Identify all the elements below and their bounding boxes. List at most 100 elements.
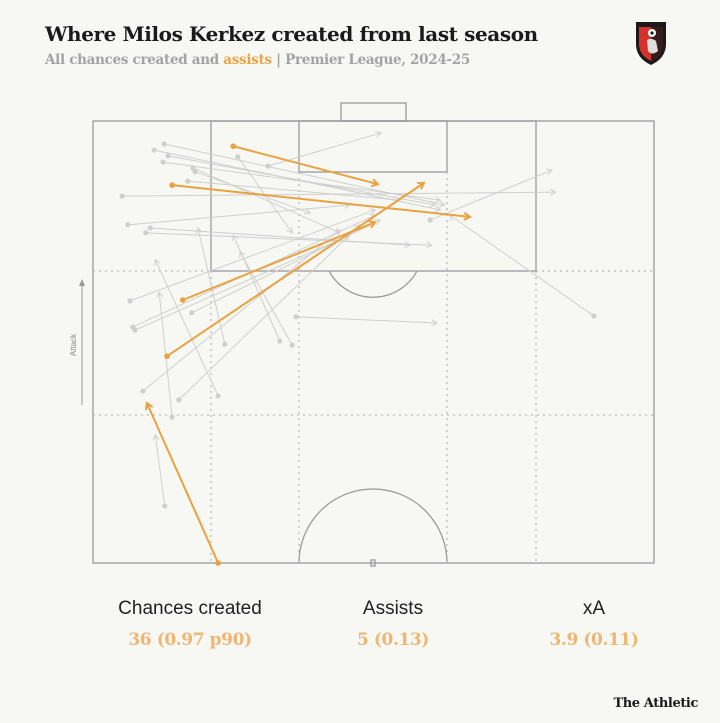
chance-arrow-line <box>197 227 226 345</box>
pitch-outline <box>92 120 655 564</box>
chance-arrow-origin <box>222 341 228 347</box>
arrowhead-icon <box>431 319 438 327</box>
team-crest-icon <box>636 22 666 65</box>
chance-arrow-origin <box>127 298 133 304</box>
arrowhead-icon <box>370 178 380 188</box>
chance-arrow-origin <box>169 414 175 420</box>
assist-arrow-origin <box>179 297 186 303</box>
chance-arrow-origin <box>190 165 196 171</box>
chance-arrow <box>265 130 382 169</box>
arrowhead-icon <box>438 200 446 208</box>
chance-arrow <box>147 225 411 249</box>
chance-arrow-line <box>154 259 219 397</box>
assist-arrow-line <box>145 402 220 564</box>
arrowhead-icon <box>429 200 437 208</box>
stat-chances-created: Chances created 36 (0.97 p90) <box>70 598 310 650</box>
chance-arrow-line <box>429 169 553 221</box>
chance-arrow-line <box>449 214 595 317</box>
chance-arrow-origin <box>235 154 241 160</box>
brand-logo: The Athletic <box>613 696 698 711</box>
chance-arrow-origin <box>277 338 283 344</box>
assist-arrow-origin <box>169 182 175 188</box>
arrowhead-icon <box>374 130 382 138</box>
pitch-markings <box>92 102 655 567</box>
stat-assists: Assists 5 (0.13) <box>273 598 513 650</box>
chance-arrow <box>449 214 597 319</box>
assist-arrow <box>230 143 380 188</box>
chance-arrow-origin <box>176 397 182 403</box>
assist-arrow-origin <box>164 353 170 359</box>
pitch: Attack <box>69 102 655 567</box>
stat-xa: xA 3.9 (0.11) <box>474 598 714 650</box>
arrowhead-icon <box>369 208 377 215</box>
stat-label: xA <box>582 598 606 619</box>
arrowhead-icon <box>374 219 382 226</box>
assist-arrow-line <box>182 221 376 301</box>
assist-arrow <box>169 182 472 221</box>
chance-arrow-origin <box>132 327 138 333</box>
chance-arrow <box>125 201 351 228</box>
center-spot <box>370 559 376 567</box>
chance-arrow-line <box>194 171 311 214</box>
chance-arrow-line <box>134 234 351 331</box>
chance-arrow <box>427 168 553 223</box>
arrowhead-icon <box>239 250 246 258</box>
arrowhead-icon <box>286 226 293 234</box>
arrow-up-icon <box>79 279 85 286</box>
chance-arrow-line <box>267 132 381 167</box>
chart-title: Where Milos Kerkez created from last sea… <box>45 22 538 46</box>
chance-arrow-line <box>296 316 437 324</box>
chance-arrow-origin <box>119 193 125 199</box>
zone-lines <box>93 172 654 563</box>
chance-arrow <box>192 169 312 215</box>
assist-arrow-line <box>171 184 471 218</box>
chance-arrow-line <box>187 180 400 201</box>
chance-arrow-origin <box>161 141 167 147</box>
chance-arrow <box>154 258 221 399</box>
chance-arrow <box>189 219 382 316</box>
chance-arrow-origin <box>293 314 299 320</box>
arrowhead-icon <box>463 211 472 221</box>
subtitle-post: | Premier League, 2024-25 <box>271 52 470 68</box>
arrowhead-icon <box>333 229 341 236</box>
chance-arrow <box>140 229 341 394</box>
chance-arrow-origin <box>289 342 295 348</box>
chance-arrow <box>195 227 228 347</box>
arrowhead-icon <box>304 207 312 215</box>
chance-arrow-line <box>191 219 381 314</box>
chance-arrow <box>165 153 437 208</box>
stat-value: 5 (0.13) <box>356 630 430 650</box>
six-yard-box <box>298 120 448 173</box>
chance-arrow-origin <box>140 388 146 394</box>
center-circle <box>298 488 448 564</box>
chance-arrow-line <box>168 155 436 206</box>
attack-direction: Attack <box>69 279 85 405</box>
chance-arrow-origin <box>185 178 191 184</box>
chance-arrow-origin <box>143 230 149 236</box>
assist-arrow-origin <box>230 143 237 149</box>
chance-arrow-origin <box>192 169 198 175</box>
arrowhead-icon <box>368 220 377 229</box>
assists-layer <box>145 143 472 566</box>
chance-arrow-line <box>145 232 432 246</box>
chance-arrow <box>293 314 438 327</box>
chance-arrow-line <box>154 434 166 507</box>
arrowhead-icon <box>145 401 154 411</box>
chance-arrow-origin <box>162 503 168 509</box>
stat-value: 3.9 (0.11) <box>549 630 639 650</box>
stat-value: 36 (0.97 p90) <box>128 630 252 650</box>
chance-arrow-origin <box>591 313 597 319</box>
arrowhead-icon <box>195 227 203 234</box>
chance-arrow-line <box>142 229 341 392</box>
chance-arrow <box>152 433 168 509</box>
chance-arrow <box>143 230 433 249</box>
subtitle-pre: All chances created and <box>45 52 224 68</box>
assist-arrow-line <box>166 182 425 357</box>
assist-arrow <box>164 181 426 359</box>
arrowhead-icon <box>416 181 426 190</box>
chance-arrow-line <box>192 167 341 234</box>
arrowhead-icon <box>404 241 411 249</box>
stat-label: Assists <box>362 598 424 619</box>
chance-arrow-origin <box>125 222 131 228</box>
penalty-arc <box>328 270 418 298</box>
